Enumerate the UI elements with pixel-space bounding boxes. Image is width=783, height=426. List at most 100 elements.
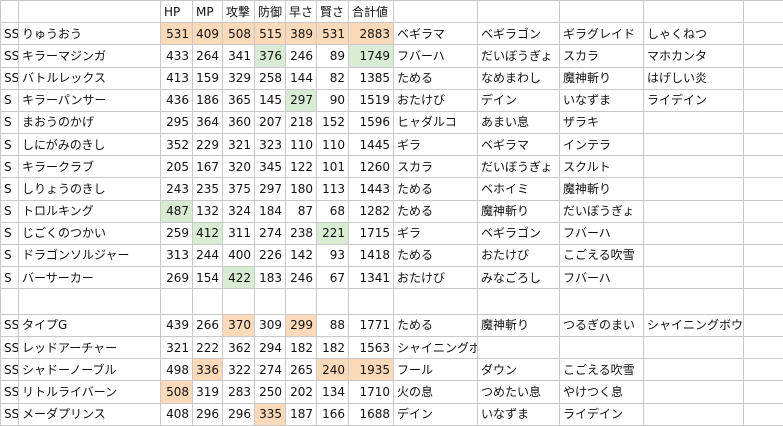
- skill-cell[interactable]: ザラキ: [559, 110, 644, 135]
- stat-cell[interactable]: 88: [316, 313, 349, 338]
- rank-cell[interactable]: S: [0, 155, 19, 179]
- stat-cell[interactable]: [160, 288, 193, 315]
- skill-cell[interactable]: いなずま: [477, 402, 560, 426]
- skill-cell[interactable]: [743, 66, 783, 90]
- stat-cell[interactable]: 389: [285, 22, 317, 46]
- rank-cell[interactable]: S: [0, 133, 19, 157]
- skill-cell[interactable]: [743, 266, 783, 290]
- stat-cell[interactable]: 229: [192, 133, 223, 157]
- skill-cell[interactable]: フバーハ: [559, 221, 644, 245]
- stat-cell[interactable]: 498: [160, 358, 193, 382]
- stat-cell[interactable]: 110: [285, 133, 317, 157]
- stat-cell[interactable]: 1749: [348, 44, 394, 68]
- stat-cell[interactable]: 1385: [348, 66, 394, 90]
- skill-cell[interactable]: ダウン: [477, 358, 560, 382]
- name-cell[interactable]: トロルキング: [18, 199, 161, 223]
- name-cell[interactable]: レッドアーチャー: [18, 336, 161, 360]
- header-cell[interactable]: 攻撃: [222, 0, 255, 24]
- stat-cell[interactable]: 238: [285, 221, 317, 245]
- stat-cell[interactable]: 531: [316, 22, 349, 46]
- rank-cell[interactable]: S: [0, 88, 19, 112]
- skill-cell[interactable]: 魔神斬り: [477, 313, 560, 338]
- stat-cell[interactable]: 132: [192, 199, 223, 223]
- stat-cell[interactable]: 167: [192, 155, 223, 179]
- skill-cell[interactable]: [743, 88, 783, 112]
- skill-cell[interactable]: ためる: [393, 313, 478, 338]
- stat-cell[interactable]: 134: [316, 380, 349, 404]
- stat-cell[interactable]: 122: [285, 155, 317, 179]
- skill-cell[interactable]: [743, 177, 783, 201]
- skill-cell[interactable]: こごえる吹雪: [559, 243, 644, 268]
- stat-cell[interactable]: 296: [192, 402, 223, 426]
- skill-cell[interactable]: [643, 266, 744, 290]
- stat-cell[interactable]: 1260: [348, 155, 394, 179]
- name-cell[interactable]: じごくのつかい: [18, 221, 161, 245]
- skill-cell[interactable]: [643, 288, 744, 315]
- stat-cell[interactable]: 487: [160, 199, 193, 223]
- skill-cell[interactable]: [743, 380, 783, 404]
- stat-cell[interactable]: 311: [222, 221, 255, 245]
- stat-cell[interactable]: 166: [316, 402, 349, 426]
- stat-cell[interactable]: [285, 288, 317, 315]
- skill-cell[interactable]: ライデイン: [643, 88, 744, 112]
- skill-cell[interactable]: つめたい息: [477, 380, 560, 404]
- stat-cell[interactable]: 1341: [348, 266, 394, 290]
- stat-cell[interactable]: 360: [222, 110, 255, 135]
- rank-cell[interactable]: SS: [0, 44, 19, 68]
- skill-cell[interactable]: だいぼうぎょ: [477, 155, 560, 179]
- name-cell[interactable]: バーサーカー: [18, 266, 161, 290]
- stat-cell[interactable]: 352: [160, 133, 193, 157]
- stat-cell[interactable]: 274: [254, 221, 286, 245]
- skill-cell[interactable]: [743, 44, 783, 68]
- stat-cell[interactable]: 113: [316, 177, 349, 201]
- stat-cell[interactable]: 207: [254, 110, 286, 135]
- skill-cell[interactable]: フバーハ: [393, 44, 478, 68]
- stat-cell[interactable]: 144: [285, 66, 317, 90]
- stat-cell[interactable]: 244: [192, 243, 223, 268]
- skill-cell[interactable]: [643, 155, 744, 179]
- skill-cell[interactable]: 火の息: [393, 380, 478, 404]
- rank-cell[interactable]: SS: [0, 66, 19, 90]
- skill-cell[interactable]: インテラ: [559, 133, 644, 157]
- stat-cell[interactable]: 1596: [348, 110, 394, 135]
- stat-cell[interactable]: 182: [285, 336, 317, 360]
- stat-cell[interactable]: 412: [192, 221, 223, 245]
- stat-cell[interactable]: 329: [222, 66, 255, 90]
- skill-cell[interactable]: 魔神斬り: [559, 177, 644, 201]
- stat-cell[interactable]: 235: [192, 177, 223, 201]
- skill-cell[interactable]: ギラ: [393, 133, 478, 157]
- stat-cell[interactable]: 1710: [348, 380, 394, 404]
- stat-cell[interactable]: 1715: [348, 221, 394, 245]
- stat-cell[interactable]: 180: [285, 177, 317, 201]
- stat-cell[interactable]: 320: [222, 155, 255, 179]
- skill-cell[interactable]: おたけび: [393, 266, 478, 290]
- header-cell[interactable]: HP: [160, 0, 193, 24]
- skill-cell[interactable]: [743, 22, 783, 46]
- name-cell[interactable]: キラーマジンガ: [18, 44, 161, 68]
- stat-cell[interactable]: 1443: [348, 177, 394, 201]
- rank-cell[interactable]: S: [0, 199, 19, 223]
- skill-cell[interactable]: [643, 199, 744, 223]
- stat-cell[interactable]: 375: [222, 177, 255, 201]
- stat-cell[interactable]: 376: [254, 44, 286, 68]
- rank-cell[interactable]: S: [0, 110, 19, 135]
- stat-cell[interactable]: 531: [160, 22, 193, 46]
- stat-cell[interactable]: 433: [160, 44, 193, 68]
- stat-cell[interactable]: 240: [316, 358, 349, 382]
- skill-cell[interactable]: マホカンタ: [643, 44, 744, 68]
- stat-cell[interactable]: 259: [160, 221, 193, 245]
- skill-cell[interactable]: 魔神斬り: [477, 199, 560, 223]
- stat-cell[interactable]: 246: [285, 44, 317, 68]
- header-cell[interactable]: [0, 0, 19, 24]
- stat-cell[interactable]: 221: [316, 221, 349, 245]
- skill-cell[interactable]: ためる: [393, 243, 478, 268]
- skill-cell[interactable]: スクルト: [559, 155, 644, 179]
- stat-cell[interactable]: 321: [222, 133, 255, 157]
- stat-cell[interactable]: 87: [285, 199, 317, 223]
- name-cell[interactable]: リトルライバーン: [18, 380, 161, 404]
- name-cell[interactable]: まおうのかげ: [18, 110, 161, 135]
- header-cell[interactable]: 防御: [254, 0, 286, 24]
- name-cell[interactable]: バトルレックス: [18, 66, 161, 90]
- stat-cell[interactable]: 101: [316, 155, 349, 179]
- stat-cell[interactable]: 515: [254, 22, 286, 46]
